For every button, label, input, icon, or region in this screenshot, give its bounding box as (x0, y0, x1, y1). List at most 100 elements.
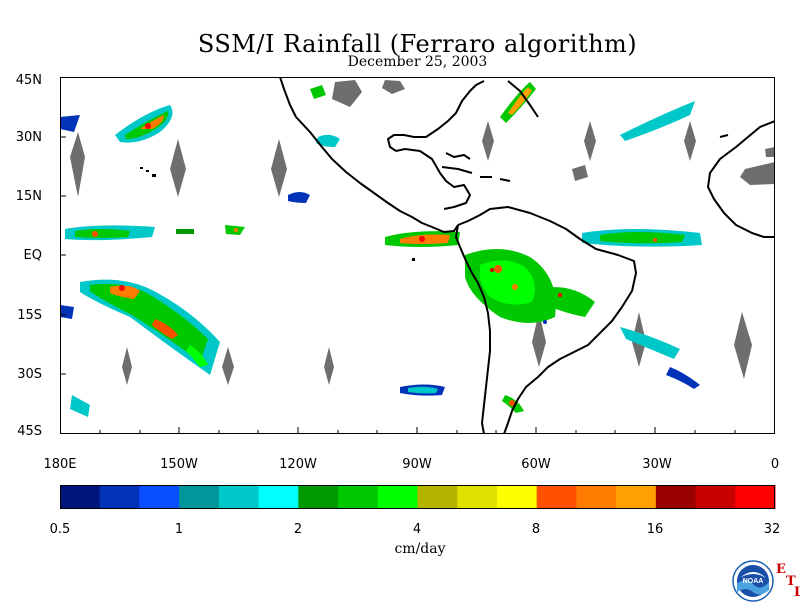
island-galapagos (412, 258, 415, 261)
rain-cell (92, 231, 98, 237)
swath-gap (271, 139, 287, 197)
swath-gap-north-america (332, 80, 362, 107)
colorbar-cell (258, 485, 299, 509)
rain-cell (110, 285, 140, 299)
lat-label-eq: EQ (23, 248, 42, 263)
swath-gap (734, 312, 752, 379)
rain-cell (186, 345, 208, 367)
colorbar-cell (99, 485, 140, 509)
logo-letter-l: L (794, 585, 800, 600)
colorbar-cell (576, 485, 617, 509)
noaa-logo-text: NOAA (743, 578, 764, 585)
colorbar-tick-label: 0.5 (49, 522, 71, 537)
island-hawaii (146, 170, 149, 172)
colorbar-cells (60, 485, 776, 509)
colorbar-units: cm/day (394, 541, 446, 557)
coastlines (279, 77, 775, 434)
coastline-caribbean (441, 166, 511, 182)
rain-cell (145, 123, 151, 129)
rain-cell (508, 87, 532, 115)
colorbar-cell (338, 485, 379, 509)
axis-ticks (60, 136, 736, 434)
rain-cell (540, 287, 595, 317)
rain-cell (400, 234, 450, 244)
swath-gap (532, 312, 546, 367)
coastline-na-pacific (279, 77, 459, 233)
coastline-canary (719, 134, 729, 138)
colorbar-tick-label: 8 (531, 522, 541, 537)
coastline-africa (707, 120, 775, 238)
lon-label-60w: 60W (521, 457, 551, 472)
rain-cell (509, 400, 515, 406)
colorbar-cell (655, 485, 697, 509)
island-hawaii (140, 167, 143, 169)
rain-cell (60, 305, 74, 319)
swath-gap (170, 139, 186, 197)
colorbar-cell (496, 485, 538, 509)
colorbar-cell (457, 485, 498, 509)
swath-gap (70, 132, 85, 197)
colorbar-cell (179, 485, 220, 509)
rain-cell (288, 192, 310, 203)
colorbar (60, 485, 776, 509)
swath-gap-africa (765, 147, 775, 157)
lat-label-15s: 15S (17, 308, 42, 323)
rain-cell (494, 265, 502, 273)
colorbar-cell (735, 485, 776, 509)
rain-cell (600, 232, 685, 244)
lat-label-15n: 15N (15, 189, 42, 204)
rain-cell (75, 229, 130, 238)
coastline-na-atlantic (387, 80, 485, 152)
rain-cell (316, 134, 340, 147)
rain-cell (90, 283, 208, 362)
colorbar-cell (298, 485, 339, 509)
rain-cell (119, 285, 125, 291)
rain-cells (60, 82, 702, 417)
swath-gap (482, 121, 494, 161)
lon-label-90w: 90W (402, 457, 432, 472)
lon-label-30w: 30W (642, 457, 672, 472)
rain-cell (620, 327, 680, 359)
coastline-north (507, 80, 539, 118)
colorbar-cell (377, 485, 418, 509)
swath-gap-atlantic (572, 165, 588, 181)
colorbar-tick-label: 1 (174, 522, 184, 537)
rain-cell (653, 238, 657, 242)
island-hawaii (152, 174, 156, 177)
rain-cell (512, 284, 518, 290)
lon-label-150w: 150W (160, 457, 198, 472)
lon-label-120w: 120W (279, 457, 317, 472)
rain-cell (310, 85, 326, 99)
missing-data-swaths (70, 80, 775, 385)
colorbar-tick-label: 16 (646, 522, 664, 537)
swath-gap-africa (740, 162, 775, 185)
rain-cell (620, 101, 695, 141)
swath-gap-north-america (382, 80, 405, 94)
colorbar-tick-label: 4 (412, 522, 422, 537)
rain-cell (558, 293, 562, 297)
colorbar-tick-label: 32 (763, 522, 781, 537)
rain-cell (419, 236, 425, 242)
colorbar-cell (695, 485, 736, 509)
rain-cell (479, 260, 535, 305)
logo-letter-t: T (786, 574, 796, 589)
logo-letter-e: E (776, 562, 786, 577)
rainfall-map (60, 77, 775, 434)
rain-cell (70, 395, 90, 417)
rain-cell (408, 386, 438, 394)
colorbar-frame (60, 485, 775, 509)
colorbar-cell (60, 485, 101, 509)
rain-cell (234, 228, 238, 232)
islands (140, 167, 415, 261)
rain-cell (666, 367, 700, 389)
swath-gap (684, 121, 696, 161)
colorbar-tick-label: 2 (293, 522, 303, 537)
coastline-sa-pacific (455, 224, 491, 434)
map-title: SSM/I Rainfall (Ferraro algorithm) (197, 30, 638, 58)
rain-cell (60, 115, 80, 132)
coastline-sa-atlantic (457, 206, 637, 434)
lat-label-45s: 45S (17, 424, 42, 439)
noaa-logo: NOAA (732, 560, 774, 602)
lat-label-30n: 30N (15, 130, 42, 145)
coastline-florida (445, 152, 471, 160)
